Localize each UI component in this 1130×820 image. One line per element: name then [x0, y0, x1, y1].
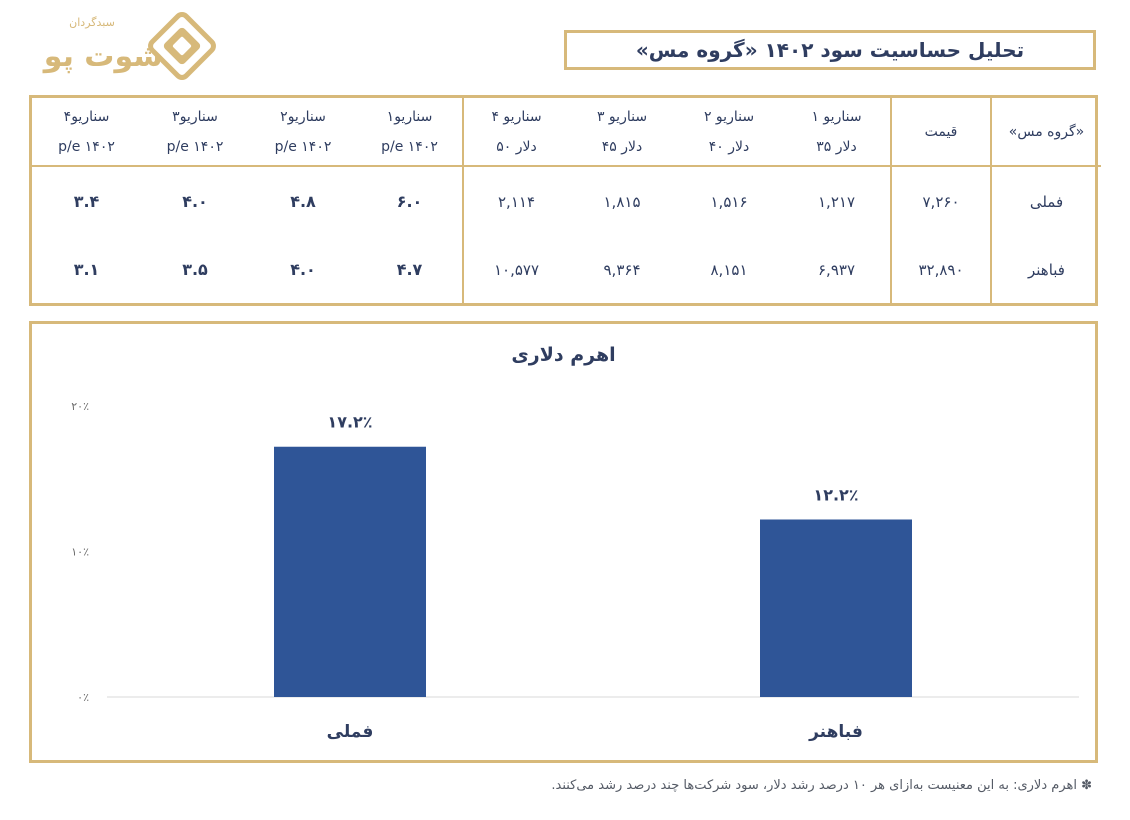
table-cell: ۳.۴ [73, 192, 100, 212]
header-cell: سناریو۴ p/e ۱۴۰۲ [32, 98, 141, 167]
table-cell-company: فملی [990, 166, 1101, 237]
chart-panel: اهرم دلاری ۰٪ ۱۰٪ ۲۰٪ ۱۷.۲٪ فملی ۱۲.۲٪ فباهنر [29, 321, 1098, 763]
header-cell: سناریو ۴ دلار ۵۰ [462, 98, 569, 167]
table-cell: ۳.۱ [73, 260, 100, 280]
table-cell: ۱,۵۱۶ [710, 192, 748, 211]
table-cell: ۴.۰ [182, 192, 208, 212]
table-cell: ۱,۲۱۷ [818, 192, 855, 211]
header-cell: سناریو ۱ دلار ۳۵ [783, 98, 891, 167]
bar [274, 446, 426, 697]
footnote: ✽ اهرم دلاری: به این معنیست به‌ازای هر ۱… [551, 778, 1092, 793]
header-cell: سناریو ۲ دلار ۴۰ [675, 98, 783, 167]
table-cell: ۶.۰ [396, 192, 423, 212]
page-title: تحلیل حساسیت سود ۱۴۰۲ «گروه مس» [564, 30, 1096, 70]
chart-title: اهرم دلاری [511, 344, 616, 366]
table-cell: ۷,۲۶۰ [890, 166, 991, 237]
brand-tagline: سبدگردان [69, 16, 115, 29]
page-title-text: تحلیل حساسیت سود ۱۴۰۲ «گروه مس» [635, 38, 1025, 62]
table-cell: ۸,۱۵۱ [710, 260, 748, 279]
header-cell: سناریو۳ p/e ۱۴۰۲ [141, 98, 249, 167]
x-tick-label: فباهنر [808, 722, 863, 742]
table-cell: ۲,۱۱۴ [462, 166, 569, 237]
x-tick-label: فملی [327, 722, 374, 742]
brand-name: شوت پویا [42, 39, 163, 74]
header-cell: سناریو ۳ دلار ۴۵ [569, 98, 675, 167]
table-cell: ۳۲,۸۹۰ [890, 236, 991, 303]
table-row: فملی ۷,۲۶۰ ۱,۲۱۷ ۱,۵۱۶ ۱,۸۱۵ ۲,۱۱۴ ۶.۰ ۴… [32, 166, 1101, 237]
header-cell: سناریو۲ p/e ۱۴۰۲ [249, 98, 357, 167]
header-cell: قیمت [890, 98, 991, 167]
table-cell: ۶,۹۳۷ [818, 260, 855, 279]
data-label: ۱۷.۲٪ [327, 413, 372, 432]
table-cell: ۱۰,۵۷۷ [462, 236, 569, 303]
y-tick-label: ۱۰٪ [71, 546, 89, 559]
table-cell: ۳.۵ [182, 260, 208, 280]
table-cell: ۴.۸ [290, 192, 316, 212]
table-cell: ۴.۷ [396, 260, 423, 280]
table-row: فباهنر ۳۲,۸۹۰ ۶,۹۳۷ ۸,۱۵۱ ۹,۳۶۴ ۱۰,۵۷۷ ۴… [32, 236, 1101, 303]
header-cell: سناریو۱ p/e ۱۴۰۲ [357, 98, 463, 167]
brand-logo: سبدگردان شوت پویا [21, 8, 222, 88]
table-cell: ۹,۳۶۴ [603, 260, 641, 279]
table-cell: ۴.۰ [290, 260, 316, 280]
table-cell: ۱,۸۱۵ [603, 192, 641, 211]
y-tick-label: ۰٪ [77, 691, 89, 704]
y-tick-label: ۲۰٪ [71, 400, 89, 413]
table-cell-company: فباهنر [990, 236, 1101, 303]
bar-chart: ۰٪ ۱۰٪ ۲۰٪ ۱۷.۲٪ فملی ۱۲.۲٪ فباهنر [71, 400, 1079, 742]
data-label: ۱۲.۲٪ [813, 485, 858, 504]
bar [760, 519, 912, 697]
header-cell: «گروه مس» [990, 98, 1101, 167]
